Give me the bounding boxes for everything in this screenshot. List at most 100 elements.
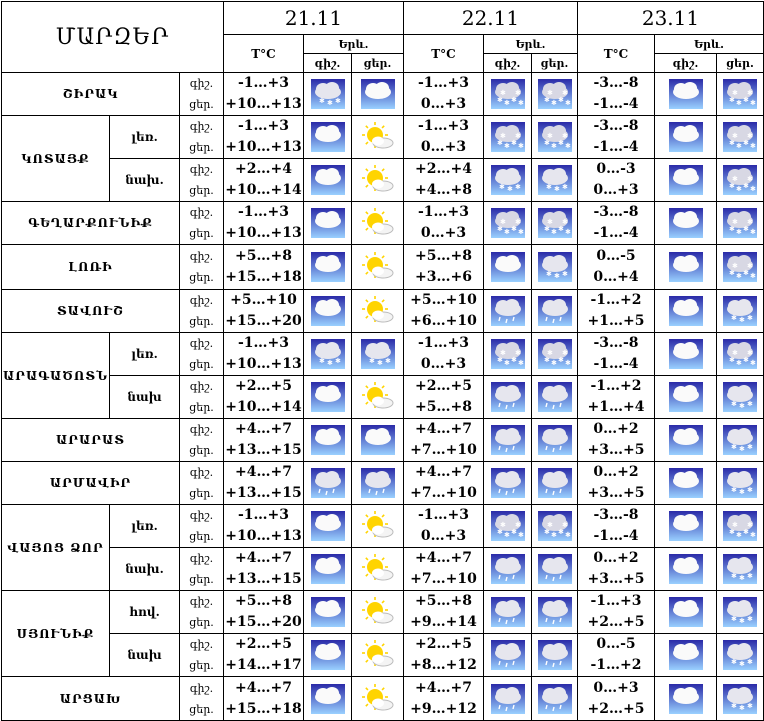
weather-night-cell xyxy=(303,375,352,419)
night-label: գիշ. xyxy=(189,423,214,436)
night-label: գիշ. xyxy=(189,206,214,219)
table-row: ԱՐԱԳԱԾՈՏՆ լեռ. գիշ. ցեր. -1…+3 +10…+13 ✱ ✱ ✱ ✱ ✱ ✱ -… xyxy=(1,332,764,419)
svg-text:✱: ✱ xyxy=(750,272,756,280)
svg-text:✱: ✱ xyxy=(504,99,510,107)
svg-text:✱: ✱ xyxy=(747,658,753,666)
temp-night: 0…+3 xyxy=(593,679,639,696)
svg-text:✱: ✱ xyxy=(743,139,749,147)
cloud-snow-icon: ✱ ✱ ✱ xyxy=(353,339,403,369)
night-label: գիշ. xyxy=(189,552,214,565)
temp-day: +13…+15 xyxy=(225,485,302,501)
temp-day: +15…+20 xyxy=(225,313,302,329)
temp-cell: +4…+7 +13…+15 xyxy=(223,418,304,462)
temp-day: +6…+10 xyxy=(410,313,477,329)
svg-text:✱: ✱ xyxy=(750,185,756,193)
cloud-icon xyxy=(353,79,403,109)
temp-night: +5…+8 xyxy=(415,593,472,609)
cloud-rain-icon xyxy=(533,296,577,326)
svg-text:✱: ✱ xyxy=(732,89,738,97)
weather-day-cell: ✱ ✱ ✱ xyxy=(716,418,764,462)
svg-text:✱: ✱ xyxy=(547,349,553,357)
day-night-labels: գիշ. ցեր. xyxy=(179,504,224,548)
svg-text:✱: ✱ xyxy=(544,96,550,104)
temp-cell: +5…+8 +15…+18 xyxy=(223,244,304,290)
temp-cell: 0…-5 -1…+2 xyxy=(577,633,655,677)
weather-day-cell xyxy=(351,201,404,245)
svg-text:✱: ✱ xyxy=(515,132,521,140)
temp-night: +5…+8 xyxy=(415,248,472,264)
svg-text:✱: ✱ xyxy=(565,359,571,367)
temp-day: +7…+10 xyxy=(410,442,477,458)
svg-text:✱: ✱ xyxy=(747,615,753,623)
weather-day-cell: ✱ ✱ ✱ ✱ ✱ ✱ xyxy=(716,504,764,548)
temp-cell: -3…-8 -1…-4 xyxy=(577,72,655,116)
table-row: ԳԵՂԱՐՔՈՒՆԻՔ գիշ. ցեր. -1…+3 +10…+13 -1…+3 0…+3… xyxy=(1,201,764,245)
svg-text:✱: ✱ xyxy=(732,218,738,226)
table-row: նախ. գիշ. ցեր. +2…+4 +10…+14 +2…+4 +4…+8 ✱ ✱ ✱ ✱ ✱ ✱… xyxy=(2,158,764,202)
svg-text:✱: ✱ xyxy=(504,359,510,367)
weather-night-cell xyxy=(654,289,717,333)
weather-night-cell: ✱ ✱ ✱ ✱ ✱ ✱ xyxy=(483,72,532,116)
svg-text:✱: ✱ xyxy=(750,142,756,150)
day-night-labels: գիշ. ցեր. xyxy=(179,590,224,634)
svg-text:✱: ✱ xyxy=(562,218,568,226)
svg-text:✱: ✱ xyxy=(736,228,742,236)
temp-day: +2…+5 xyxy=(587,614,645,630)
cloud-icon xyxy=(656,425,716,455)
svg-text:✱: ✱ xyxy=(562,132,568,140)
cloud-rain-icon xyxy=(485,640,531,670)
svg-text:✱: ✱ xyxy=(747,89,753,97)
temp-day: +13…+15 xyxy=(225,442,302,458)
temp-cell: +4…+7 +13…+15 xyxy=(223,547,304,591)
day-header-2: ցեր. xyxy=(531,53,578,73)
snow-icon: ✱ ✱ ✱ ✱ ✱ ✱ xyxy=(718,511,763,541)
temp-cell: +5…+8 +15…+20 xyxy=(223,590,304,634)
cloud-snow-icon: ✱ ✱ ✱ xyxy=(305,339,351,369)
snow-icon: ✱ ✱ ✱ ✱ ✱ ✱ xyxy=(533,339,577,369)
table-row: ՍՅՈՒՆԻՔ հով. գիշ. ցեր. +5…+8 +15…+20 +5…+8 +9…+… xyxy=(1,590,764,677)
temp-day: +7…+10 xyxy=(410,571,477,587)
weather-day-cell: ✱ ✱ ✱ ✱ ✱ ✱ xyxy=(716,115,764,159)
svg-text:✱: ✱ xyxy=(515,183,521,191)
svg-text:✱: ✱ xyxy=(504,531,510,539)
weather-night-cell xyxy=(654,375,717,419)
temp-day: +9…+14 xyxy=(410,614,477,630)
weather-day-cell: ✱ ✱ ✱ ✱ ✱ ✱ xyxy=(531,201,578,245)
temp-header-2: T°C xyxy=(403,34,484,73)
svg-text:✱: ✱ xyxy=(551,228,557,236)
date-header-2: 22.11 xyxy=(403,1,578,35)
temp-cell: -1…+3 0…+3 xyxy=(403,504,484,548)
cloud-icon xyxy=(305,425,351,455)
cloud-icon xyxy=(305,511,351,541)
cloud-snow-icon: ✱ ✱ ✱ xyxy=(718,382,763,412)
weather-night-cell xyxy=(654,244,717,290)
svg-text:✱: ✱ xyxy=(565,228,571,236)
svg-text:✱: ✱ xyxy=(385,357,391,365)
cloud-rain-icon xyxy=(485,425,531,455)
snow-icon: ✱ ✱ ✱ ✱ ✱ ✱ xyxy=(533,79,577,109)
svg-text:✱: ✱ xyxy=(497,96,503,104)
temp-day: +5…+8 xyxy=(415,399,472,415)
temp-cell: +5…+8 +3…+6 xyxy=(403,244,484,290)
day-header-1: ցեր. xyxy=(351,53,404,73)
weather-day-cell: ✱ ✱ ✱ ✱ ✱ ✱ xyxy=(716,201,764,245)
temp-day: +8…+12 xyxy=(410,657,477,673)
day-night-labels: գիշ. ցեր. xyxy=(179,244,224,290)
cloud-icon xyxy=(656,597,716,627)
svg-text:✱: ✱ xyxy=(511,225,517,233)
cloud-rain-icon xyxy=(533,640,577,670)
temp-night: -1…+3 xyxy=(417,507,470,523)
snow-icon: ✱ ✱ ✱ ✱ ✱ ✱ xyxy=(485,511,531,541)
weather-day-cell xyxy=(531,547,578,591)
temp-night: +5…+8 xyxy=(235,248,292,264)
day-label: ցեր. xyxy=(189,487,214,500)
temp-cell: +4…+7 +13…+15 xyxy=(223,461,304,505)
temp-night: -3…-8 xyxy=(593,507,639,523)
svg-text:✱: ✱ xyxy=(369,357,375,365)
svg-text:✱: ✱ xyxy=(551,531,557,539)
svg-text:✱: ✱ xyxy=(747,175,753,183)
temp-cell: +5…+8 +9…+14 xyxy=(403,590,484,634)
snow-icon: ✱ ✱ ✱ ✱ ✱ ✱ xyxy=(485,79,531,109)
snow-icon: ✱ ✱ ✱ ✱ ✱ ✱ xyxy=(485,339,531,369)
